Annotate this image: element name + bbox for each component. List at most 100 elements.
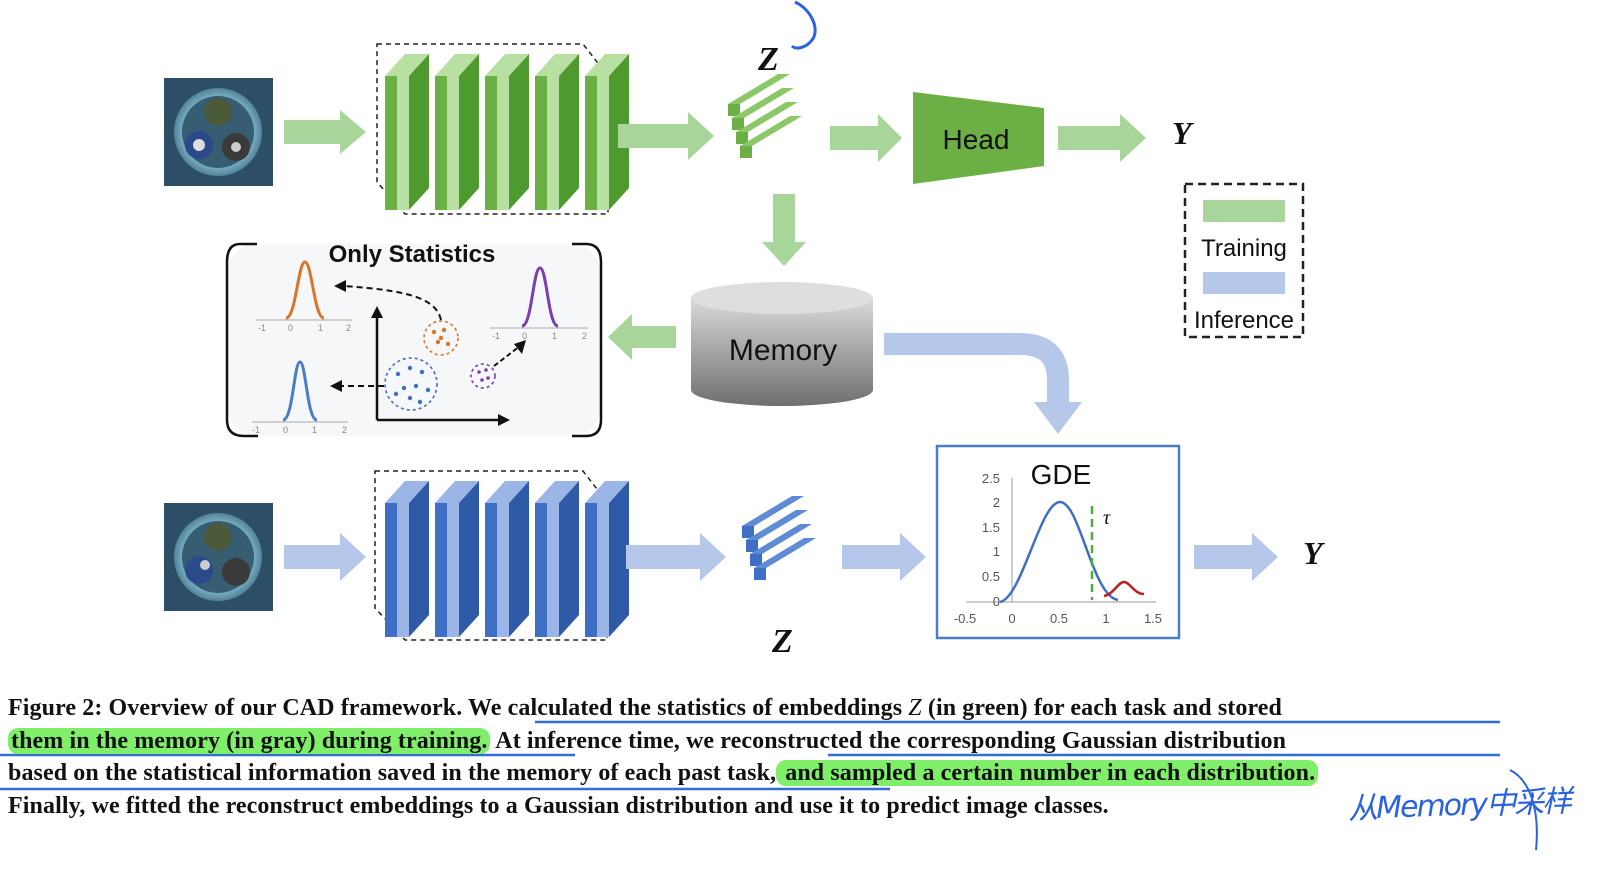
gaussian-purple <box>521 266 559 328</box>
arrow-train-4 <box>1058 114 1146 162</box>
encoder-layer-top <box>385 54 429 76</box>
mini-tick: 0 <box>522 331 527 341</box>
encoder-layer-top <box>535 54 579 76</box>
gaussian-blue <box>282 360 318 422</box>
arrow-memory-to-gde-head <box>1034 402 1082 434</box>
embedding-green <box>728 74 802 158</box>
mini-tick: 0 <box>288 323 293 333</box>
arrow-infer-3 <box>842 533 926 581</box>
mini-tick: -1 <box>252 425 260 435</box>
encoder-layer-front <box>485 503 497 637</box>
caption-text: reconstructed the corresponding Gaussian… <box>720 727 1287 754</box>
gde-xtick: 0.5 <box>1050 611 1068 626</box>
gde-ytick: 2.5 <box>982 471 1000 486</box>
encoder-layer-front <box>497 76 509 210</box>
caption-line-1: Figure 2: Overview of our CAD framework.… <box>8 692 1508 725</box>
legend: Training Inference <box>1183 182 1305 339</box>
head-block: Head <box>913 92 1044 184</box>
embedding-bar <box>746 540 758 552</box>
caption-z: Z <box>908 695 922 721</box>
embedding-blue <box>742 496 816 580</box>
arrow-train-down <box>762 194 806 266</box>
mini-tick: 1 <box>312 425 317 435</box>
gde-title: GDE <box>1031 459 1092 490</box>
cluster-point <box>435 339 441 345</box>
z-label-top: Z <box>757 41 779 78</box>
encoder-layer-top <box>435 481 479 503</box>
encoder-layer-front <box>497 503 509 637</box>
head-label: Head <box>943 124 1010 155</box>
mini-tick: 0 <box>283 425 288 435</box>
cluster-point <box>445 341 451 347</box>
caption-text: (in green) for each task and stored <box>921 695 1283 721</box>
encoder-layer-front <box>585 503 597 637</box>
arrow-memory-to-stats <box>608 314 676 360</box>
gaussian-orange <box>285 260 325 320</box>
arrow-infer-2 <box>626 533 726 581</box>
embedding-bar <box>740 116 802 146</box>
arrow-train-3 <box>830 114 902 162</box>
embedding-bar <box>750 524 812 554</box>
memory-label: Memory <box>729 334 837 367</box>
embedding-bar <box>754 568 766 580</box>
input-image-top <box>164 78 273 186</box>
embedding-bar <box>728 74 790 104</box>
encoder-layer-front <box>435 503 447 637</box>
caption-highlight: them in the memory (in gray) during trai… <box>8 727 491 754</box>
handwritten-bracket-stroke <box>790 0 817 50</box>
gde-ytick: 2 <box>993 495 1000 510</box>
caption-highlight: and sampled a certain number in each dis… <box>776 760 1319 786</box>
encoder-layer-front <box>597 503 609 637</box>
legend-swatch-training <box>1203 200 1285 222</box>
gde-xtick: 1 <box>1102 611 1109 626</box>
caption-label: Figure 2: Overview of our CAD framework. <box>8 695 469 721</box>
encoder-layer-front <box>397 503 409 637</box>
encoder-blue <box>374 470 629 641</box>
encoder-layer-side <box>559 54 579 210</box>
figure-caption: Figure 2: Overview of our CAD framework.… <box>8 692 1508 822</box>
memory-cylinder: Memory <box>691 282 873 406</box>
cluster-point <box>484 368 488 372</box>
embedding-bar <box>732 118 744 130</box>
encoder-layer-side <box>459 54 479 210</box>
encoder-layer-top <box>435 54 479 76</box>
cluster-point <box>419 369 425 375</box>
encoder-layer-front <box>435 76 447 210</box>
encoder-layer-side <box>509 481 529 637</box>
encoder-layer-top <box>485 54 529 76</box>
gde-ytick: 0.5 <box>982 569 1000 584</box>
arrow-infer-4 <box>1194 533 1278 581</box>
statistics-panel: Only Statistics -1 0 1 2 -1 0 1 2 -1 0 1… <box>225 241 603 438</box>
gde-xtick: 1.5 <box>1144 611 1162 626</box>
gde-ytick: 1 <box>993 544 1000 559</box>
embedding-bar <box>742 496 804 526</box>
encoder-layer-side <box>409 54 429 210</box>
embedding-bar <box>736 132 748 144</box>
cluster-point <box>407 395 413 401</box>
cluster-point <box>486 376 490 380</box>
cluster-point <box>477 370 481 374</box>
encoder-layer-top <box>585 54 629 76</box>
encoder-layer-front <box>385 76 397 210</box>
cluster-point <box>395 371 401 377</box>
legend-label-inference: Inference <box>1194 307 1294 334</box>
gde-panel: GDE 2.5 2 1.5 1 0.5 0 -0.5 0 0.5 1 1.5 τ <box>935 444 1181 640</box>
encoder-layer-front <box>385 503 397 637</box>
embedding-bar <box>740 146 752 158</box>
encoder-layer-side <box>609 481 629 637</box>
cluster-point <box>441 327 447 333</box>
gde-anomaly-curve <box>1103 580 1145 598</box>
embedding-bar <box>750 554 762 566</box>
gde-xtick: 0 <box>1008 611 1015 626</box>
encoder-layer-side <box>409 481 429 637</box>
mini-tick: -1 <box>258 323 266 333</box>
encoder-layer-top <box>535 481 579 503</box>
encoder-layer-front <box>485 76 497 210</box>
encoder-layer-side <box>459 481 479 637</box>
legend-swatch-inference <box>1203 272 1285 294</box>
encoder-layer-front <box>397 76 409 210</box>
encoder-layer-top <box>385 481 429 503</box>
embedding-bar <box>732 88 794 118</box>
